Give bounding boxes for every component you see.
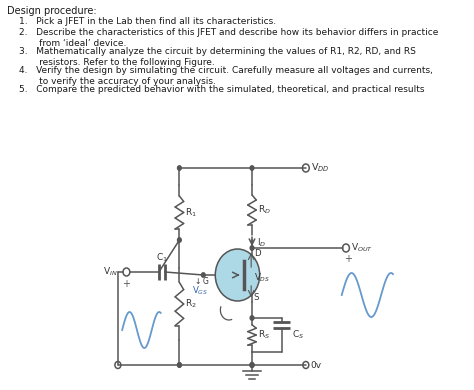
Circle shape [250, 363, 254, 367]
Circle shape [250, 363, 254, 367]
Text: V$_{IN}$: V$_{IN}$ [102, 266, 117, 278]
Text: R$_2$: R$_2$ [185, 298, 197, 310]
Circle shape [250, 246, 254, 250]
Circle shape [250, 166, 254, 170]
Text: C$_S$: C$_S$ [292, 329, 304, 341]
Circle shape [250, 316, 254, 320]
Circle shape [178, 363, 181, 367]
Text: 5.   Compare the predicted behavior with the simulated, theoretical, and practic: 5. Compare the predicted behavior with t… [19, 85, 424, 94]
Text: S: S [254, 292, 259, 301]
Text: 2.   Describe the characteristics of this JFET and describe how its behavior dif: 2. Describe the characteristics of this … [19, 28, 438, 48]
Circle shape [201, 273, 205, 277]
Text: C$_1$: C$_1$ [155, 252, 167, 264]
Text: V$_{DS}$: V$_{DS}$ [254, 272, 270, 284]
Text: I$_D$: I$_D$ [257, 237, 266, 249]
Text: +: + [121, 279, 129, 289]
Text: 0v: 0v [310, 360, 321, 369]
Circle shape [178, 166, 181, 170]
Text: $\downarrow$G: $\downarrow$G [193, 275, 210, 287]
Text: +: + [344, 254, 352, 264]
Text: 3.   Mathematically analyze the circuit by determining the values of R1, R2, RD,: 3. Mathematically analyze the circuit by… [19, 47, 416, 67]
Circle shape [250, 363, 254, 367]
Text: Design procedure:: Design procedure: [7, 6, 97, 16]
Circle shape [178, 363, 181, 367]
Text: V$_{DD}$: V$_{DD}$ [311, 162, 329, 174]
Text: D: D [254, 248, 260, 257]
Text: V$_{OUT}$: V$_{OUT}$ [351, 242, 373, 254]
Text: R$_D$: R$_D$ [258, 204, 271, 216]
Circle shape [178, 238, 181, 242]
Text: V$_{GS}$: V$_{GS}$ [192, 285, 208, 297]
Text: R$_1$: R$_1$ [185, 206, 197, 219]
Text: R$_S$: R$_S$ [258, 329, 270, 341]
Circle shape [215, 249, 260, 301]
Text: 1.   Pick a JFET in the Lab then find all its characteristics.: 1. Pick a JFET in the Lab then find all … [19, 17, 276, 26]
Text: 4.   Verify the design by simulating the circuit. Carefully measure all voltages: 4. Verify the design by simulating the c… [19, 66, 433, 87]
